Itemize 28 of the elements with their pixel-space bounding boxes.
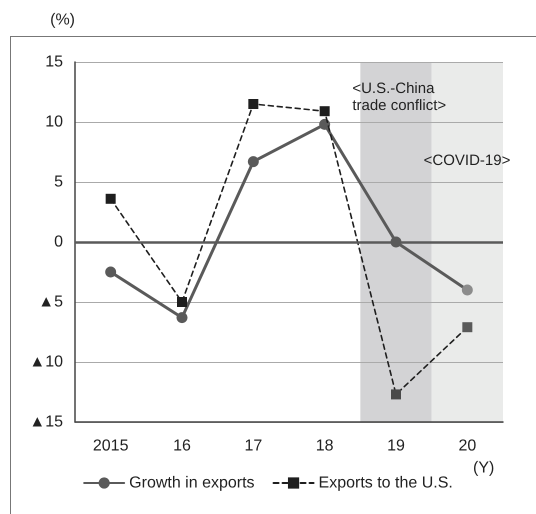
legend-label: Growth in exports [129, 474, 255, 492]
x-tick-label: 2015 [92, 438, 129, 454]
y-tick-label: ▲15 [29, 414, 64, 430]
point [106, 194, 116, 204]
x-tick-label: 19 [387, 438, 405, 454]
band-label: <U.S.-China trade conflict> [352, 80, 446, 114]
y-axis-title: (%) [50, 12, 75, 28]
y-tick-label: ▲5 [38, 294, 64, 310]
legend-label: Exports to the U.S. [318, 474, 453, 492]
y-tick-label: 5 [54, 174, 64, 190]
x-tick-label: 16 [173, 438, 191, 454]
point [248, 99, 258, 109]
point [320, 106, 330, 116]
band-label: <COVID-19> [424, 152, 511, 169]
y-tick-label: 10 [45, 114, 64, 130]
point [176, 312, 188, 324]
y-tick-label: 15 [45, 54, 64, 70]
point [462, 284, 473, 296]
y-tick-label: 0 [54, 234, 64, 250]
x-tick-label: 17 [244, 438, 262, 454]
x-axis-title: (Y) [473, 460, 494, 476]
x-tick-label: 18 [316, 438, 334, 454]
x-tick-label: 20 [458, 438, 476, 454]
y-tick-label: ▲10 [29, 354, 64, 370]
point [248, 156, 259, 168]
point [177, 297, 187, 307]
point [391, 389, 401, 400]
point [105, 266, 116, 278]
